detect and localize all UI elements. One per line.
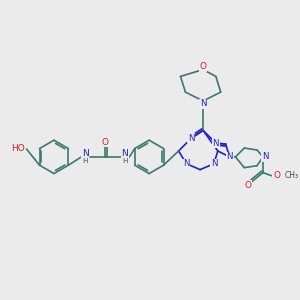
Text: N: N xyxy=(188,134,195,143)
Text: N: N xyxy=(262,152,268,161)
Text: N: N xyxy=(226,152,233,161)
Text: N: N xyxy=(121,149,128,158)
Text: O: O xyxy=(245,181,252,190)
Text: N: N xyxy=(183,159,190,168)
Text: O: O xyxy=(101,138,109,147)
Text: H: H xyxy=(82,158,88,164)
Text: HO: HO xyxy=(11,143,25,152)
Text: N: N xyxy=(82,149,89,158)
Text: O: O xyxy=(200,62,207,71)
Text: O: O xyxy=(273,171,280,180)
Text: N: N xyxy=(200,99,206,108)
Text: N: N xyxy=(211,159,217,168)
Text: H: H xyxy=(122,158,127,164)
Text: N: N xyxy=(213,139,219,148)
Text: CH₃: CH₃ xyxy=(284,171,298,180)
